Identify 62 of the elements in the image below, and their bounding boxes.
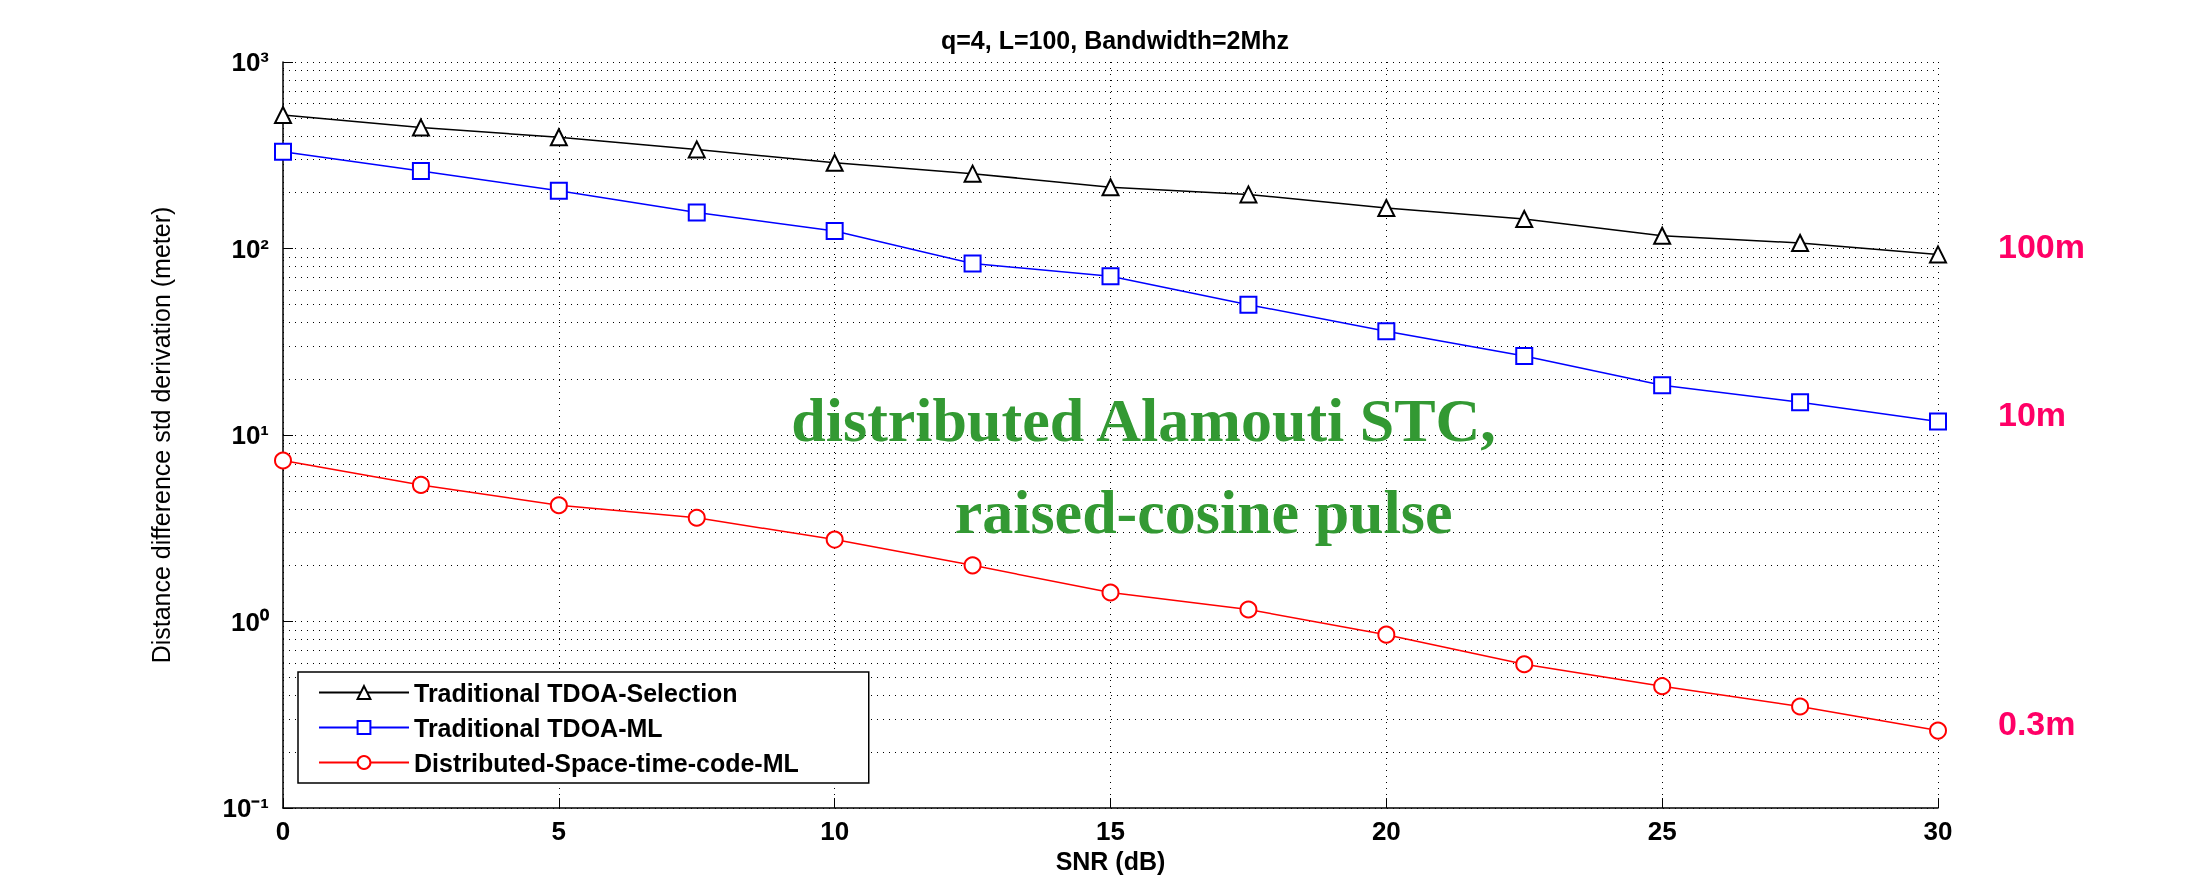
point xyxy=(1239,185,1258,204)
text: 100m xyxy=(1998,227,2085,266)
chart-title: q=4, L=100, Bandwidth=2Mhz xyxy=(941,25,1289,54)
point xyxy=(549,181,568,200)
point xyxy=(963,254,982,273)
annotation: raised-cosine pulse xyxy=(954,478,1453,547)
point xyxy=(1377,322,1396,341)
point xyxy=(274,451,292,470)
point xyxy=(1653,376,1672,395)
y-tick-label: 10¹ xyxy=(231,420,269,450)
point xyxy=(1929,245,1947,264)
point xyxy=(1101,178,1120,197)
point xyxy=(963,556,982,575)
point xyxy=(1791,697,1810,716)
y-axis-title: Distance difference std derivation (meter) xyxy=(146,206,175,664)
point xyxy=(825,530,844,549)
legend-label: Distributed-Space-time-code-ML xyxy=(414,748,799,777)
point xyxy=(687,140,706,159)
point xyxy=(1653,226,1672,245)
point xyxy=(1377,625,1396,644)
point xyxy=(1377,198,1396,217)
point xyxy=(1515,655,1534,674)
point xyxy=(549,496,568,515)
point xyxy=(1239,600,1258,619)
text: 0.3m xyxy=(1998,703,2076,742)
point xyxy=(963,164,982,183)
point xyxy=(1515,347,1534,366)
point xyxy=(1515,209,1534,228)
point xyxy=(1791,393,1810,412)
point xyxy=(687,203,706,222)
text: 10m xyxy=(1998,394,2067,433)
annotation: distributed Alamouti STC, xyxy=(791,386,1496,455)
x-axis-title: SNR (dB) xyxy=(1055,847,1166,876)
point xyxy=(411,475,430,494)
point xyxy=(1101,267,1120,286)
point xyxy=(687,508,706,527)
x-tick-label: 15 xyxy=(1096,816,1125,846)
point xyxy=(411,118,430,137)
point xyxy=(274,105,292,124)
y-tick-label: 10⁰ xyxy=(231,606,270,637)
point xyxy=(1929,412,1947,431)
point xyxy=(825,222,844,241)
point xyxy=(1929,721,1947,740)
x-tick-label: 20 xyxy=(1371,816,1401,846)
point xyxy=(411,162,430,181)
legend-label: Traditional TDOA-ML xyxy=(414,713,663,742)
point xyxy=(274,142,292,161)
legend-label: Traditional TDOA-Selection xyxy=(414,678,738,707)
point xyxy=(549,128,568,147)
y-tick-label: 10³ xyxy=(231,47,270,77)
y-tick-label: 10⁻¹ xyxy=(222,793,269,823)
point xyxy=(1239,295,1258,314)
point xyxy=(1653,677,1672,696)
x-tick-label: 5 xyxy=(551,816,567,846)
x-tick-label: 30 xyxy=(1923,816,1953,846)
x-tick-label: 0 xyxy=(275,816,291,846)
point xyxy=(825,153,844,172)
x-tick-label: 25 xyxy=(1647,816,1677,846)
x-tick-label: 10 xyxy=(820,816,850,846)
y-tick-label: 10² xyxy=(231,233,270,264)
point xyxy=(1791,234,1810,253)
point xyxy=(1101,583,1120,602)
